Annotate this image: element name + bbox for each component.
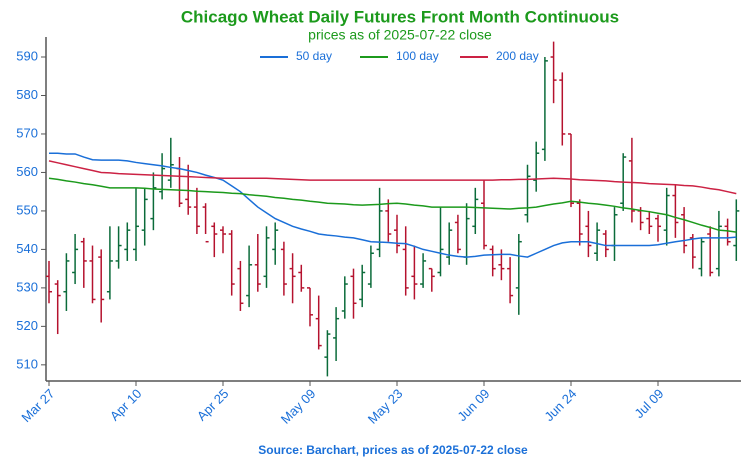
x-tick-label: Jul 09 xyxy=(631,386,666,421)
chart-title: Chicago Wheat Daily Futures Front Month … xyxy=(181,7,619,26)
source-note: Source: Barchart, prices as of 2025-07-2… xyxy=(258,443,528,457)
moving-average-line xyxy=(48,177,737,233)
legend-label: 50 day xyxy=(296,49,332,63)
y-tick-label: 530 xyxy=(16,279,38,294)
y-tick-label: 550 xyxy=(16,202,38,217)
y-tick-label: 540 xyxy=(16,241,38,256)
x-tick-label: May 09 xyxy=(278,386,319,427)
y-tick-label: 510 xyxy=(16,356,38,371)
x-tick-label: May 23 xyxy=(365,386,406,427)
y-tick-label: 520 xyxy=(16,318,38,333)
moving-average-line xyxy=(48,160,737,195)
legend-label: 200 day xyxy=(496,49,539,63)
moving-average-line xyxy=(49,152,737,258)
x-tick-label: Jun 24 xyxy=(541,386,579,424)
x-tick-label: Apr 25 xyxy=(194,386,232,424)
x-tick-label: Apr 10 xyxy=(107,386,145,424)
legend-label: 100 day xyxy=(396,49,439,63)
x-tick-label: Mar 27 xyxy=(18,386,57,425)
y-tick-label: 560 xyxy=(16,164,38,179)
chart-subtitle: prices as of 2025-07-22 close xyxy=(308,27,492,43)
y-tick-label: 590 xyxy=(16,48,38,63)
x-tick-label: Jun 09 xyxy=(454,386,492,424)
y-tick-label: 570 xyxy=(16,125,38,140)
y-tick-label: 580 xyxy=(16,87,38,102)
